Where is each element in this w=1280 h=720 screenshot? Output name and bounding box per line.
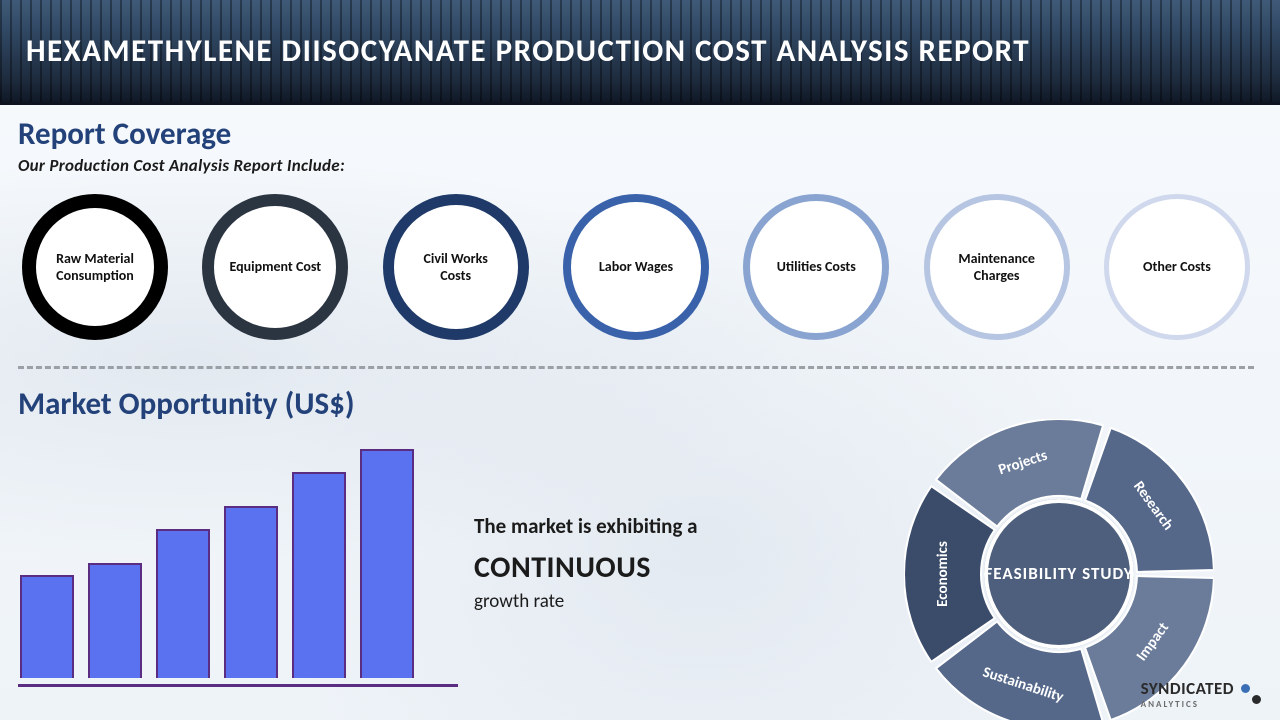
market-bar [88, 563, 142, 678]
coverage-circle: Other Costs [1104, 194, 1250, 340]
feasibility-panel: FEASIBILITY STUDY EconomicsProjectsResea… [904, 425, 1254, 720]
coverage-circle-label: Raw Material Consumption [50, 250, 140, 285]
report-banner: HEXAMETHYLENE DIISOCYANATE PRODUCTION CO… [0, 0, 1280, 105]
logo-main-text: SYNDICATED [1141, 678, 1234, 699]
coverage-circle: Equipment Cost [202, 194, 348, 340]
market-bar [360, 449, 414, 678]
market-caption-line1: The market is exhibiting a [474, 513, 894, 539]
logo-icon [1240, 683, 1262, 705]
report-title: HEXAMETHYLENE DIISOCYANATE PRODUCTION CO… [26, 32, 1030, 70]
section-divider [18, 366, 1254, 369]
feasibility-segment-label: Economics [934, 541, 952, 607]
brand-logo: SYNDICATED ANALYTICS [1141, 678, 1262, 710]
coverage-circle-label: Equipment Cost [230, 258, 322, 276]
market-bar [20, 575, 74, 678]
coverage-circle: Labor Wages [563, 194, 709, 340]
market-caption-big: CONTINUOUS [474, 549, 894, 586]
lower-section: The market is exhibiting a CONTINUOUS gr… [18, 425, 1254, 720]
feasibility-donut: FEASIBILITY STUDY EconomicsProjectsResea… [904, 419, 1214, 720]
coverage-circle-label: Utilities Costs [777, 258, 856, 276]
market-bar [292, 472, 346, 678]
coverage-circle: Raw Material Consumption [22, 194, 168, 340]
coverage-circle-label: Other Costs [1143, 258, 1211, 276]
content-area: Report Coverage Our Production Cost Anal… [0, 105, 1280, 720]
coverage-title: Report Coverage [18, 115, 1254, 153]
market-chart-panel [18, 425, 458, 687]
coverage-circle-label: Civil Works Costs [408, 250, 504, 285]
coverage-subtitle: Our Production Cost Analysis Report Incl… [18, 155, 1254, 176]
market-caption-line2: growth rate [474, 590, 894, 613]
coverage-circle: Utilities Costs [743, 194, 889, 340]
coverage-circles-row: Raw Material Consumption Equipment Cost Ci… [18, 194, 1254, 340]
feasibility-center-label: FEASIBILITY STUDY [984, 563, 1133, 584]
market-title: Market Opportunity (US$) [18, 385, 1254, 423]
logo-sub-text: ANALYTICS [1141, 699, 1234, 710]
market-bar [156, 529, 210, 678]
market-bar [224, 506, 278, 678]
feasibility-center: FEASIBILITY STUDY [984, 499, 1134, 649]
coverage-circle: Civil Works Costs [383, 194, 529, 340]
coverage-circle: Maintenance Charges [924, 194, 1070, 340]
market-bar-chart [18, 435, 458, 687]
market-caption: The market is exhibiting a CONTINUOUS gr… [468, 425, 894, 613]
coverage-circle-label: Labor Wages [599, 258, 673, 276]
coverage-circle-label: Maintenance Charges [944, 250, 1050, 285]
